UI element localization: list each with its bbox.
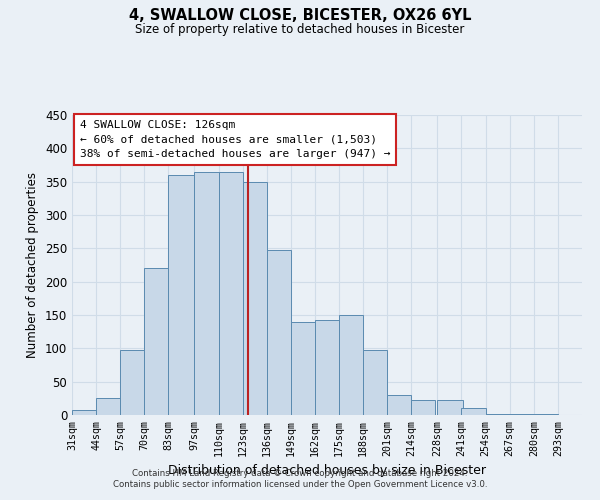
Bar	[96, 398, 120, 415]
Bar	[169, 175, 194, 415]
Bar	[387, 395, 412, 415]
Bar	[339, 315, 363, 415]
Bar	[534, 414, 558, 415]
Text: Size of property relative to detached houses in Bicester: Size of property relative to detached ho…	[136, 22, 464, 36]
Text: Contains public sector information licensed under the Open Government Licence v3: Contains public sector information licen…	[113, 480, 487, 489]
Text: 4 SWALLOW CLOSE: 126sqm
← 60% of detached houses are smaller (1,503)
38% of semi: 4 SWALLOW CLOSE: 126sqm ← 60% of detache…	[80, 120, 390, 159]
Bar	[363, 350, 387, 415]
Bar	[242, 182, 267, 415]
Bar	[461, 408, 485, 415]
X-axis label: Distribution of detached houses by size in Bicester: Distribution of detached houses by size …	[168, 464, 486, 477]
Bar	[291, 322, 315, 415]
Bar	[437, 400, 463, 415]
Text: 4, SWALLOW CLOSE, BICESTER, OX26 6YL: 4, SWALLOW CLOSE, BICESTER, OX26 6YL	[129, 8, 471, 22]
Bar	[218, 172, 242, 415]
Bar	[315, 320, 339, 415]
Bar	[412, 400, 436, 415]
Bar	[72, 410, 96, 415]
Text: Contains HM Land Registry data © Crown copyright and database right 2024.: Contains HM Land Registry data © Crown c…	[132, 468, 468, 477]
Bar	[485, 414, 509, 415]
Y-axis label: Number of detached properties: Number of detached properties	[26, 172, 40, 358]
Bar	[509, 414, 534, 415]
Bar	[267, 250, 291, 415]
Bar	[194, 172, 218, 415]
Bar	[145, 268, 169, 415]
Bar	[120, 350, 145, 415]
